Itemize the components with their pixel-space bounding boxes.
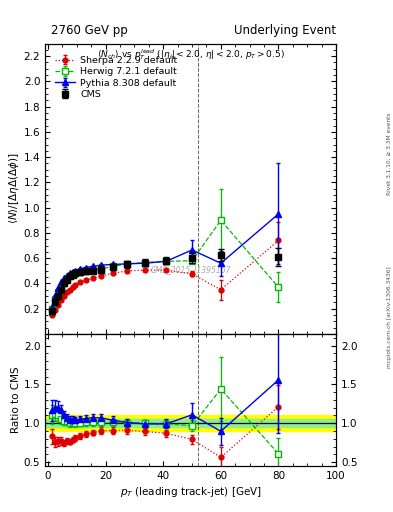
Text: Rivet 3.1.10, ≥ 3.3M events: Rivet 3.1.10, ≥ 3.3M events: [387, 112, 392, 195]
Text: CMS_2015_I1395107: CMS_2015_I1395107: [151, 266, 231, 274]
Bar: [45, 415, 336, 431]
Text: Underlying Event: Underlying Event: [234, 24, 336, 37]
Y-axis label: Ratio to CMS: Ratio to CMS: [11, 367, 21, 433]
Bar: [45, 419, 336, 427]
Text: 2760 GeV pp: 2760 GeV pp: [51, 24, 128, 37]
Legend: Sherpa 2.2.9 default, Herwig 7.2.1 default, Pythia 8.308 default, CMS: Sherpa 2.2.9 default, Herwig 7.2.1 defau…: [53, 54, 179, 101]
Text: mcplots.cern.ch [arXiv:1306.3436]: mcplots.cern.ch [arXiv:1306.3436]: [387, 267, 392, 368]
Y-axis label: $\langle N\rangle/[\Delta\eta\Delta(\Delta\phi)]$: $\langle N\rangle/[\Delta\eta\Delta(\Del…: [7, 153, 21, 224]
X-axis label: $p_T$ (leading track-jet) [GeV]: $p_T$ (leading track-jet) [GeV]: [119, 485, 262, 499]
Text: $\langle N_{ch}\rangle$ vs $p_T^{lead}$ ($|\eta_j|<2.0$, $\eta|<2.0$, $p_T>0.5$): $\langle N_{ch}\rangle$ vs $p_T^{lead}$ …: [97, 48, 285, 62]
